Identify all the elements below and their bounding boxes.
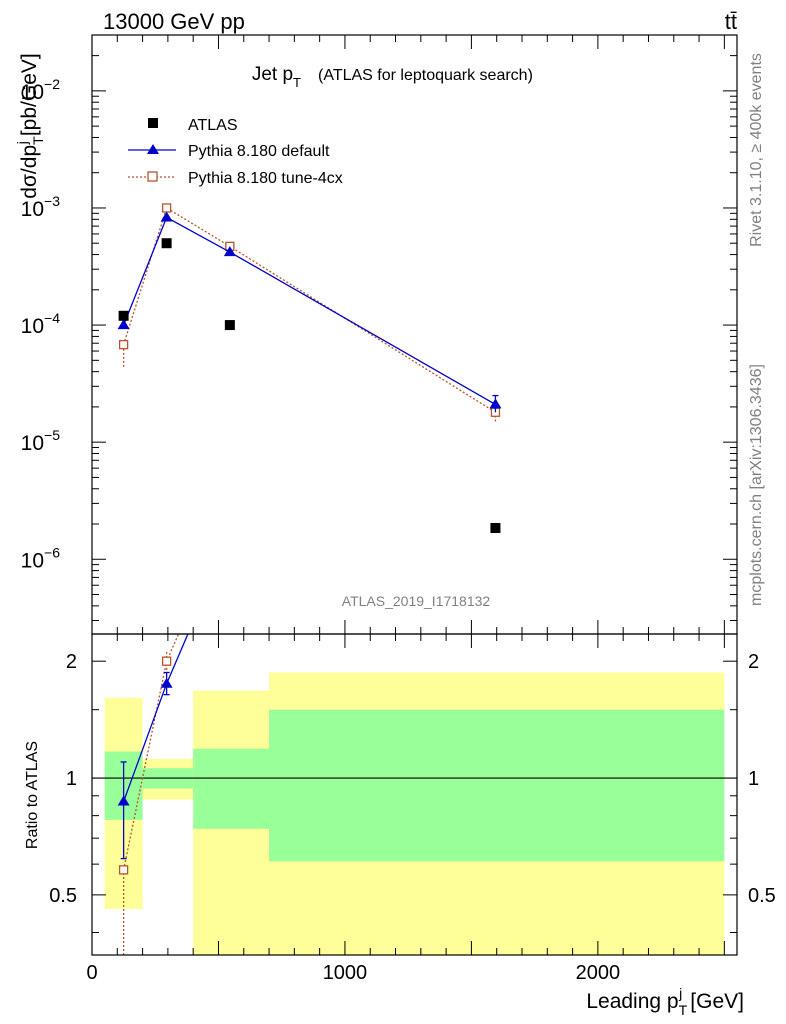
main-y-tick-label: 10−4 [21, 310, 61, 338]
ratio-series-layer [117, 513, 236, 955]
series-line-tune-4cx [122, 206, 496, 413]
ratio-band-inner [269, 709, 725, 862]
mcplots-label: mcplots.cern.ch [arXiv:1306.3436] [748, 364, 765, 606]
data-point-tune-4cx [118, 340, 129, 350]
ratio-point-default [224, 530, 236, 540]
ratio-point-default [117, 795, 130, 806]
ratio-y-tick-label-left: 2 [66, 651, 77, 673]
main-y-tick-label: 10−3 [21, 193, 61, 221]
legend: ATLAS Pythia 8.180 default Pythia 8.180 … [128, 117, 343, 187]
x-axis-label: Leading pTj [GeV] [586, 985, 744, 1018]
ratio-y-tick-label-left: 0.5 [49, 885, 77, 907]
analysis-id: ATLAS_2019_I1718132 [342, 593, 491, 609]
legend-label-default: Pythia 8.180 default [188, 143, 330, 160]
ratio-series-clip [117, 513, 236, 955]
ratio-band-inner [193, 748, 270, 829]
main-title-prefix: Jet pT [252, 64, 301, 90]
data-point-default [160, 211, 173, 222]
ratio-y-tick-label-right: 1 [748, 768, 759, 790]
data-point-default [489, 398, 502, 409]
legend-marker-default [147, 144, 159, 154]
main-axis-ticks: 10−6 10−5 10−4 10−3 10−2 [21, 35, 737, 634]
data-point-default [117, 319, 130, 330]
main-y-tick-label: 10−5 [21, 427, 61, 455]
main-panel: Jet pT (ATLAS for leptoquark search) dσ/… [14, 34, 738, 635]
series-line-default [123, 216, 496, 405]
x-tick-label: 0 [86, 962, 97, 984]
data-point-tune-4cx [161, 203, 172, 213]
main-y-tick-label: 10−2 [21, 76, 61, 104]
legend-marker-tune [147, 171, 158, 182]
ratio-point-tune-4cx [118, 865, 129, 875]
ratio-panel: 0.5 0.5 1 1 2 2 0 1000 2000 Ratio to ATLAS Leadi… [24, 513, 776, 1018]
main-series-layer [117, 203, 502, 533]
data-point-atlas [490, 522, 501, 533]
ratio-bands [104, 672, 725, 955]
ratio-y-tick-label-right: 0.5 [748, 885, 776, 907]
ratio-point-tune-4cx [161, 656, 172, 666]
ratio-y-tick-label-right: 2 [748, 651, 759, 673]
ratio-axis-ticks: 0.5 0.5 1 1 2 2 0 1000 2000 [49, 634, 776, 984]
energy-label: 13000 GeV pp [103, 9, 245, 34]
process-label: tt̄ [725, 9, 737, 34]
x-tick-label: 1000 [323, 962, 368, 984]
main-y-tick-label: 10−6 [21, 544, 61, 572]
rivet-label: Rivet 3.1.10, ≥ 400k events [748, 53, 765, 247]
main-y-axis-label: dσ/dpTj[pb/GeV] [14, 53, 46, 198]
ratio-frame [91, 633, 738, 956]
ratio-y-tick-label-left: 1 [66, 768, 77, 790]
x-tick-label: 2000 [576, 962, 621, 984]
data-point-default [223, 246, 236, 257]
data-point-atlas [161, 238, 172, 249]
data-point-atlas [224, 320, 235, 331]
ratio-point-default [160, 677, 173, 688]
legend-marker-atlas [148, 118, 158, 128]
data-point-atlas [118, 310, 129, 321]
legend-label-tune: Pythia 8.180 tune-4cx [188, 170, 343, 187]
ratio-point-tune-4cx [226, 513, 234, 521]
ratio-y-axis-label: Ratio to ATLAS [24, 741, 41, 849]
legend-label-atlas: ATLAS [188, 117, 238, 134]
main-title-rest: (ATLAS for leptoquark search) [318, 67, 533, 84]
